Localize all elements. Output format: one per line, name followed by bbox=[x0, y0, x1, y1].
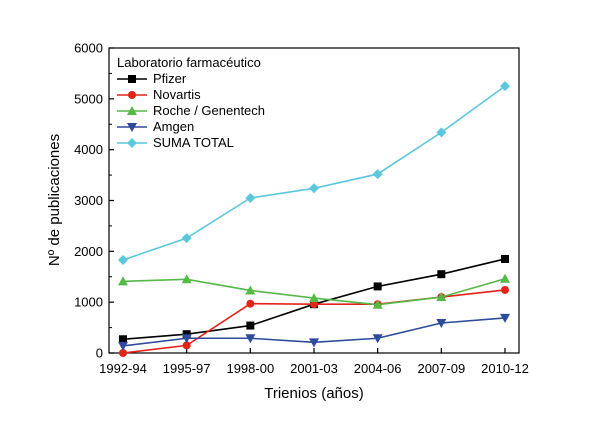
data-point-suma-total bbox=[118, 254, 128, 265]
x-tick-label: 2007-09 bbox=[417, 361, 465, 376]
legend-label: SUMA TOTAL bbox=[153, 135, 234, 150]
data-point-amgen bbox=[118, 341, 128, 351]
axes: 0 1000 2000 3000 4000 5000 6000 1992-94 1995-97 1… bbox=[74, 41, 529, 377]
data-point-roche-genentech bbox=[500, 273, 510, 283]
legend-item-suma-total: SUMA TOTAL bbox=[117, 135, 234, 150]
legend-item-amgen: Amgen bbox=[117, 119, 194, 134]
y-tick-label: 5000 bbox=[74, 91, 103, 106]
legend-swatch-marker bbox=[127, 138, 137, 148]
data-point-novartis bbox=[246, 299, 255, 308]
legend: Laboratorio farmacéuticoPfizerNovartisRo… bbox=[117, 55, 265, 150]
series-suma-total bbox=[118, 81, 510, 265]
legend-swatch-marker bbox=[127, 106, 137, 115]
data-point-pfizer bbox=[373, 282, 382, 291]
y-axis-title: Nº de publicaciones bbox=[46, 134, 63, 266]
x-tick-label: 2001-03 bbox=[290, 361, 338, 376]
y-tick-label: 6000 bbox=[74, 41, 103, 56]
data-point-pfizer bbox=[182, 330, 191, 339]
data-point-roche-genentech bbox=[372, 299, 383, 309]
data-point-roche-genentech bbox=[181, 274, 192, 284]
series-roche-genentech bbox=[118, 273, 510, 309]
y-tick-label: 2000 bbox=[74, 244, 103, 259]
data-point-roche-genentech bbox=[309, 293, 319, 303]
data-point-suma-total bbox=[245, 192, 256, 203]
x-axis-title: Trienios (años) bbox=[264, 385, 363, 402]
legend-title: Laboratorio farmacéutico bbox=[117, 55, 261, 70]
x-tick-label: 1992-94 bbox=[99, 361, 147, 376]
data-point-suma-total bbox=[436, 127, 447, 138]
legend-label: Roche / Genentech bbox=[153, 103, 265, 118]
data-point-novartis bbox=[119, 349, 127, 357]
data-point-suma-total bbox=[309, 183, 319, 194]
data-point-amgen bbox=[245, 334, 256, 344]
legend-item-roche-genentech: Roche / Genentech bbox=[117, 103, 265, 118]
series-amgen bbox=[118, 313, 510, 351]
data-point-pfizer bbox=[119, 335, 127, 344]
data-point-pfizer bbox=[437, 270, 446, 279]
data-point-pfizer bbox=[501, 254, 509, 263]
x-tick-label: 1995-97 bbox=[163, 361, 211, 376]
data-point-novartis bbox=[310, 300, 318, 309]
data-point-amgen bbox=[372, 334, 383, 344]
y-tick-label: 3000 bbox=[74, 193, 103, 208]
legend-label: Amgen bbox=[153, 119, 194, 134]
x-tick-label: 2010-12 bbox=[481, 361, 529, 376]
x-tick-label: 1998-00 bbox=[226, 361, 274, 376]
data-point-novartis bbox=[182, 341, 191, 350]
legend-item-pfizer: Pfizer bbox=[117, 71, 187, 86]
y-tick-label: 0 bbox=[96, 346, 103, 361]
data-point-roche-genentech bbox=[436, 292, 447, 302]
data-point-roche-genentech bbox=[118, 276, 128, 286]
legend-swatch-marker bbox=[127, 123, 137, 132]
data-point-novartis bbox=[501, 285, 509, 294]
series-layer bbox=[118, 81, 510, 357]
data-point-roche-genentech bbox=[245, 285, 256, 295]
legend-swatch-marker bbox=[128, 75, 136, 83]
y-tick-label: 1000 bbox=[74, 295, 103, 310]
legend-label: Novartis bbox=[153, 87, 201, 102]
legend-item-novartis: Novartis bbox=[117, 87, 201, 102]
legend-label: Pfizer bbox=[153, 71, 187, 86]
data-point-pfizer bbox=[246, 321, 255, 330]
data-point-amgen bbox=[500, 313, 510, 323]
legend-swatch-marker bbox=[128, 91, 136, 99]
data-point-suma-total bbox=[372, 169, 383, 180]
x-tick-label: 2004-06 bbox=[354, 361, 402, 376]
data-point-suma-total bbox=[181, 233, 192, 244]
data-point-amgen bbox=[309, 338, 319, 348]
y-tick-label: 4000 bbox=[74, 142, 103, 157]
data-point-amgen bbox=[436, 319, 447, 329]
data-point-amgen bbox=[181, 334, 192, 344]
data-point-suma-total bbox=[500, 81, 510, 92]
